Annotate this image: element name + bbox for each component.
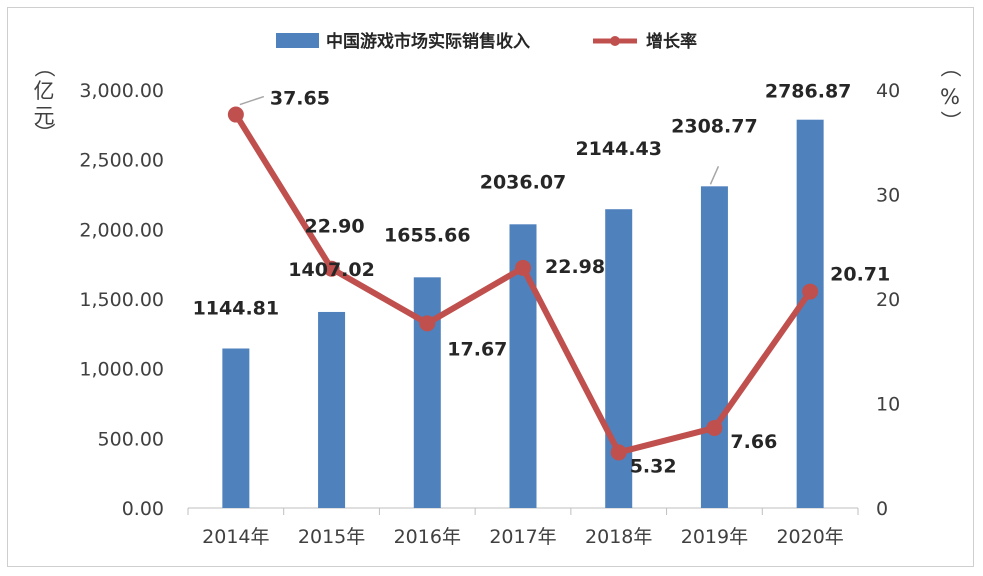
x-tick-label: 2019年 bbox=[681, 526, 748, 548]
left-axis-unit: （亿元） bbox=[32, 57, 56, 144]
growth-point bbox=[323, 260, 340, 277]
left-tick-label: 500.00 bbox=[98, 428, 164, 450]
leader-line bbox=[709, 166, 720, 185]
line-series bbox=[227, 106, 819, 461]
right-tick-label: 40 bbox=[876, 80, 900, 102]
line-data-label: 20.71 bbox=[830, 264, 890, 286]
left-axis-ticks: 0.00 500.00 1,000.00 1,500.00 2,000.00 2,500.… bbox=[79, 80, 164, 520]
line-data-label: 37.65 bbox=[270, 88, 330, 110]
x-axis-ticks: 2014年 2015年 2016年 2017年 2018年 2019年 2020年 bbox=[202, 526, 844, 548]
left-tick-label: 1,500.00 bbox=[79, 289, 164, 311]
bar-data-label: 1144.81 bbox=[193, 297, 280, 319]
line-data-label: 17.67 bbox=[447, 338, 507, 360]
growth-point bbox=[515, 259, 531, 276]
right-unit-char: （ bbox=[938, 57, 962, 78]
left-tick-label: 2,500.00 bbox=[79, 150, 164, 172]
right-tick-label: 10 bbox=[876, 394, 900, 416]
line-data-labels: 37.65 22.90 17.67 22.98 5.32 7.66 20.71 bbox=[270, 88, 890, 478]
leader-line bbox=[239, 95, 265, 106]
legend-bar-swatch bbox=[276, 33, 319, 48]
left-tick-label: 2,000.00 bbox=[79, 219, 164, 241]
x-tick-label: 2017年 bbox=[489, 526, 556, 548]
right-axis-unit: （%） bbox=[938, 57, 962, 132]
leader-lines bbox=[239, 95, 720, 185]
chart-frame bbox=[7, 7, 974, 567]
bar-series bbox=[222, 119, 824, 509]
x-tick-label: 2020年 bbox=[776, 526, 843, 548]
bar bbox=[222, 348, 250, 508]
bar-data-label: 2786.87 bbox=[765, 81, 852, 103]
x-tick-label: 2018年 bbox=[585, 526, 652, 548]
bar bbox=[318, 311, 346, 508]
left-unit-char: ） bbox=[32, 123, 56, 144]
bar-data-label: 1407.02 bbox=[288, 259, 375, 281]
bar-data-label: 2308.77 bbox=[671, 115, 758, 137]
right-unit-char: ） bbox=[938, 111, 962, 132]
bar-data-label: 2036.07 bbox=[480, 171, 567, 193]
bar bbox=[796, 119, 824, 509]
line-data-label: 22.90 bbox=[305, 216, 365, 238]
left-tick-label: 1,000.00 bbox=[79, 359, 164, 381]
bar bbox=[605, 209, 633, 509]
right-tick-label: 30 bbox=[876, 185, 900, 207]
line-data-label: 22.98 bbox=[545, 256, 605, 278]
x-tick-label: 2014年 bbox=[202, 526, 269, 548]
x-axis-tickmarks bbox=[187, 508, 859, 515]
line-data-label: 7.66 bbox=[730, 431, 777, 453]
x-tick-label: 2016年 bbox=[394, 526, 461, 548]
growth-point bbox=[706, 419, 723, 436]
legend-bar-label: 中国游戏市场实际销售收入 bbox=[326, 31, 530, 52]
right-axis-ticks: 0 10 20 30 40 bbox=[876, 80, 900, 520]
line-data-label: 5.32 bbox=[630, 455, 677, 477]
growth-point bbox=[610, 444, 627, 461]
legend-line-marker bbox=[610, 36, 620, 46]
right-unit-char: % bbox=[940, 85, 960, 109]
bar bbox=[413, 277, 441, 508]
bar-data-label: 1655.66 bbox=[384, 224, 471, 246]
growth-point bbox=[227, 106, 244, 123]
growth-point bbox=[419, 315, 436, 332]
left-tick-label: 3,000.00 bbox=[79, 80, 164, 102]
legend-line-label: 增长率 bbox=[646, 31, 697, 52]
right-tick-label: 0 bbox=[876, 498, 888, 520]
left-unit-char: 亿 bbox=[34, 79, 55, 103]
right-tick-label: 20 bbox=[876, 289, 900, 311]
growth-point bbox=[802, 283, 819, 300]
left-unit-char: （ bbox=[32, 57, 56, 78]
left-unit-char: 元 bbox=[34, 104, 55, 128]
x-tick-label: 2015年 bbox=[298, 526, 365, 548]
left-tick-label: 0.00 bbox=[122, 498, 164, 520]
bar bbox=[700, 186, 728, 508]
bar-data-label: 2144.43 bbox=[575, 138, 662, 160]
bar-data-labels: 1144.81 1407.02 1655.66 2036.07 2144.43 2308.… bbox=[193, 81, 852, 320]
legend: 中国游戏市场实际销售收入 增长率 bbox=[276, 31, 697, 52]
